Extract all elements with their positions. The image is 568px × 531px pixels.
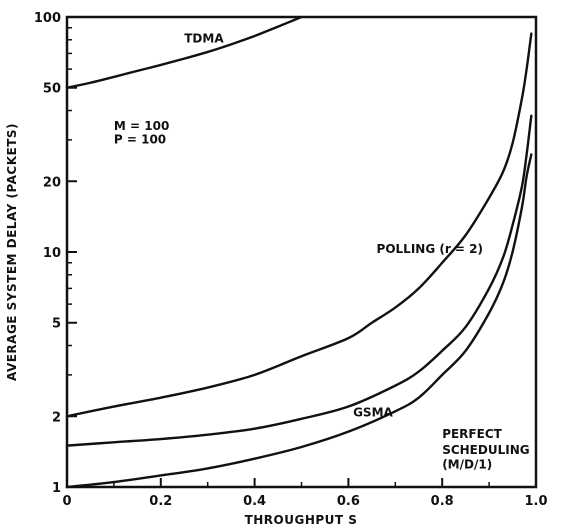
annotation-perfect: PERFECT bbox=[442, 427, 502, 441]
x-tick-label: 0.8 bbox=[431, 494, 454, 509]
series-line-perfect-scheduling-m-d-1 bbox=[65, 153, 533, 489]
y-tick-label: 20 bbox=[43, 175, 61, 190]
annotation-p-100: P = 100 bbox=[114, 132, 166, 146]
x-ticks: 0 0.2 0.4 0.6 0.8 1.0 bbox=[62, 478, 548, 509]
x-axis-title: THROUGHPUT S bbox=[245, 513, 358, 527]
annotation-m-d-1: (M/D/1) bbox=[442, 457, 492, 471]
annotation-m-100: M = 100 bbox=[114, 119, 169, 133]
x-tick-label: 0.6 bbox=[337, 494, 360, 509]
y-tick-label: 100 bbox=[34, 11, 61, 26]
y-axis-title: AVERAGE SYSTEM DELAY (PACKETS) bbox=[5, 123, 19, 381]
y-tick-label: 10 bbox=[43, 246, 61, 261]
y-tick-label: 1 bbox=[52, 481, 61, 496]
series-group bbox=[65, 15, 533, 489]
y-tick-label: 5 bbox=[52, 317, 61, 332]
y-tick-label: 2 bbox=[52, 410, 61, 425]
series-line-polling-r-2 bbox=[65, 32, 533, 418]
x-tick-label: 0 bbox=[62, 494, 71, 509]
series-line-tdma bbox=[65, 15, 303, 89]
series-line-gsma bbox=[65, 114, 533, 447]
annotation-gsma: GSMA bbox=[353, 405, 393, 419]
y-tick-label: 50 bbox=[43, 82, 61, 97]
y-ticks: 1 2 5 10 20 50 100 bbox=[34, 11, 77, 496]
x-tick-label: 0.2 bbox=[149, 494, 172, 509]
x-tick-label: 0.4 bbox=[243, 494, 266, 509]
x-tick-label: 1.0 bbox=[524, 494, 547, 509]
annotation-tdma: TDMA bbox=[184, 31, 224, 45]
annotation-polling-r-2: POLLING (r = 2) bbox=[377, 242, 483, 256]
annotation-scheduling: SCHEDULING bbox=[442, 443, 529, 457]
